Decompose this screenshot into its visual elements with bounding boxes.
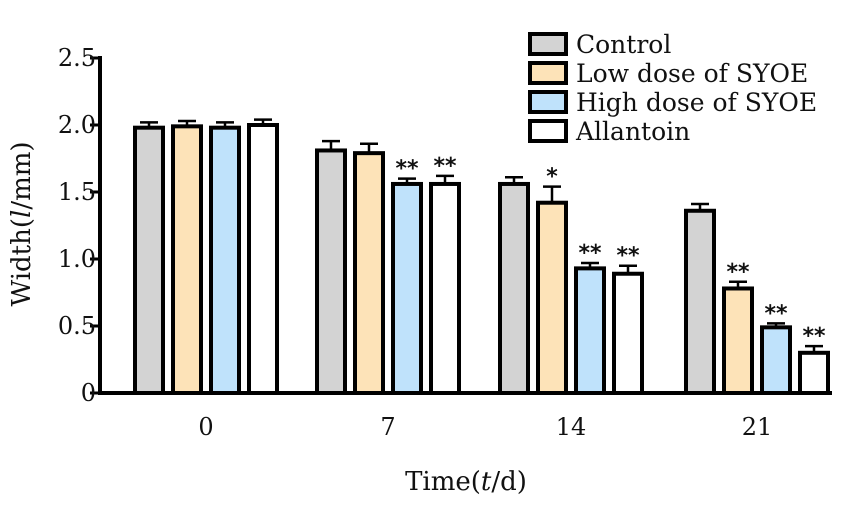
y-tick-label: 1.5 <box>58 178 96 206</box>
y-tick-label: 2.5 <box>58 44 96 72</box>
bar-high-dose-of-syoe-day-14 <box>574 266 606 396</box>
y-tick-label: 2.0 <box>58 111 96 139</box>
y-axis-title: Width(l/mm) <box>7 141 37 306</box>
bar-allantoin-day-0 <box>247 123 279 395</box>
legend-label: High dose of SYOE <box>576 88 817 117</box>
bar-allantoin-day-14 <box>612 271 644 395</box>
significance-marker: ** <box>395 157 419 182</box>
axes-group <box>98 56 832 395</box>
significance-marker: ** <box>578 241 602 266</box>
legend-label: Low dose of SYOE <box>576 59 808 88</box>
y-tick-label: 0.5 <box>58 312 96 340</box>
x-axis-title: Time(t/d) <box>405 467 527 497</box>
significance-marker: ** <box>802 324 826 349</box>
x-axis-title-symbol: t <box>481 467 492 497</box>
bar-control-day-21 <box>684 208 716 395</box>
y-axis-title-symbol: l <box>7 210 37 218</box>
bar-high-dose-of-syoe-day-7 <box>391 181 423 395</box>
significance-marker: ** <box>726 260 750 285</box>
y-tick-label: 1.0 <box>58 245 96 273</box>
y-axis-title-prefix: Width( <box>7 218 37 307</box>
bars-group: ** ** *** ******** <box>133 118 830 396</box>
x-tick-label: 14 <box>556 413 587 441</box>
y-tick-label: 0 <box>81 379 96 407</box>
x-axis-title-prefix: Time( <box>405 467 481 497</box>
x-tick-label: 7 <box>380 413 395 441</box>
y-axis-title-suffix: /mm) <box>7 141 37 209</box>
x-tick-label: 21 <box>742 413 773 441</box>
bar-low-dose-of-syoe-day-21 <box>722 286 754 396</box>
legend-swatch <box>528 119 568 143</box>
bar-high-dose-of-syoe-day-21 <box>760 325 792 395</box>
legend-swatch <box>528 32 568 56</box>
bar-high-dose-of-syoe-day-0 <box>209 125 241 396</box>
legend-label: Allantoin <box>575 117 690 146</box>
legend-swatch <box>528 90 568 114</box>
x-tick-label: 0 <box>198 413 213 441</box>
significance-marker: ** <box>764 301 788 326</box>
bar-control-day-7 <box>315 148 347 395</box>
bar-allantoin-day-21 <box>798 350 830 395</box>
significance-marker: ** <box>616 244 640 269</box>
bar-low-dose-of-syoe-day-0 <box>171 124 203 395</box>
x-axis-title-suffix: /d) <box>491 467 527 497</box>
legend-label: Control <box>576 30 671 59</box>
bar-low-dose-of-syoe-day-7 <box>353 151 385 395</box>
ticks-group: 0 0.5 1.0 1.5 2.0 2.5 0 7 14 21 <box>58 44 772 441</box>
bar-low-dose-of-syoe-day-14 <box>536 200 568 395</box>
significance-marker: * <box>546 165 558 190</box>
bar-allantoin-day-7 <box>429 181 461 395</box>
legend-swatch <box>528 61 568 85</box>
bar-control-day-0 <box>133 125 165 396</box>
bar-control-day-14 <box>498 181 530 395</box>
significance-marker: ** <box>433 154 457 179</box>
